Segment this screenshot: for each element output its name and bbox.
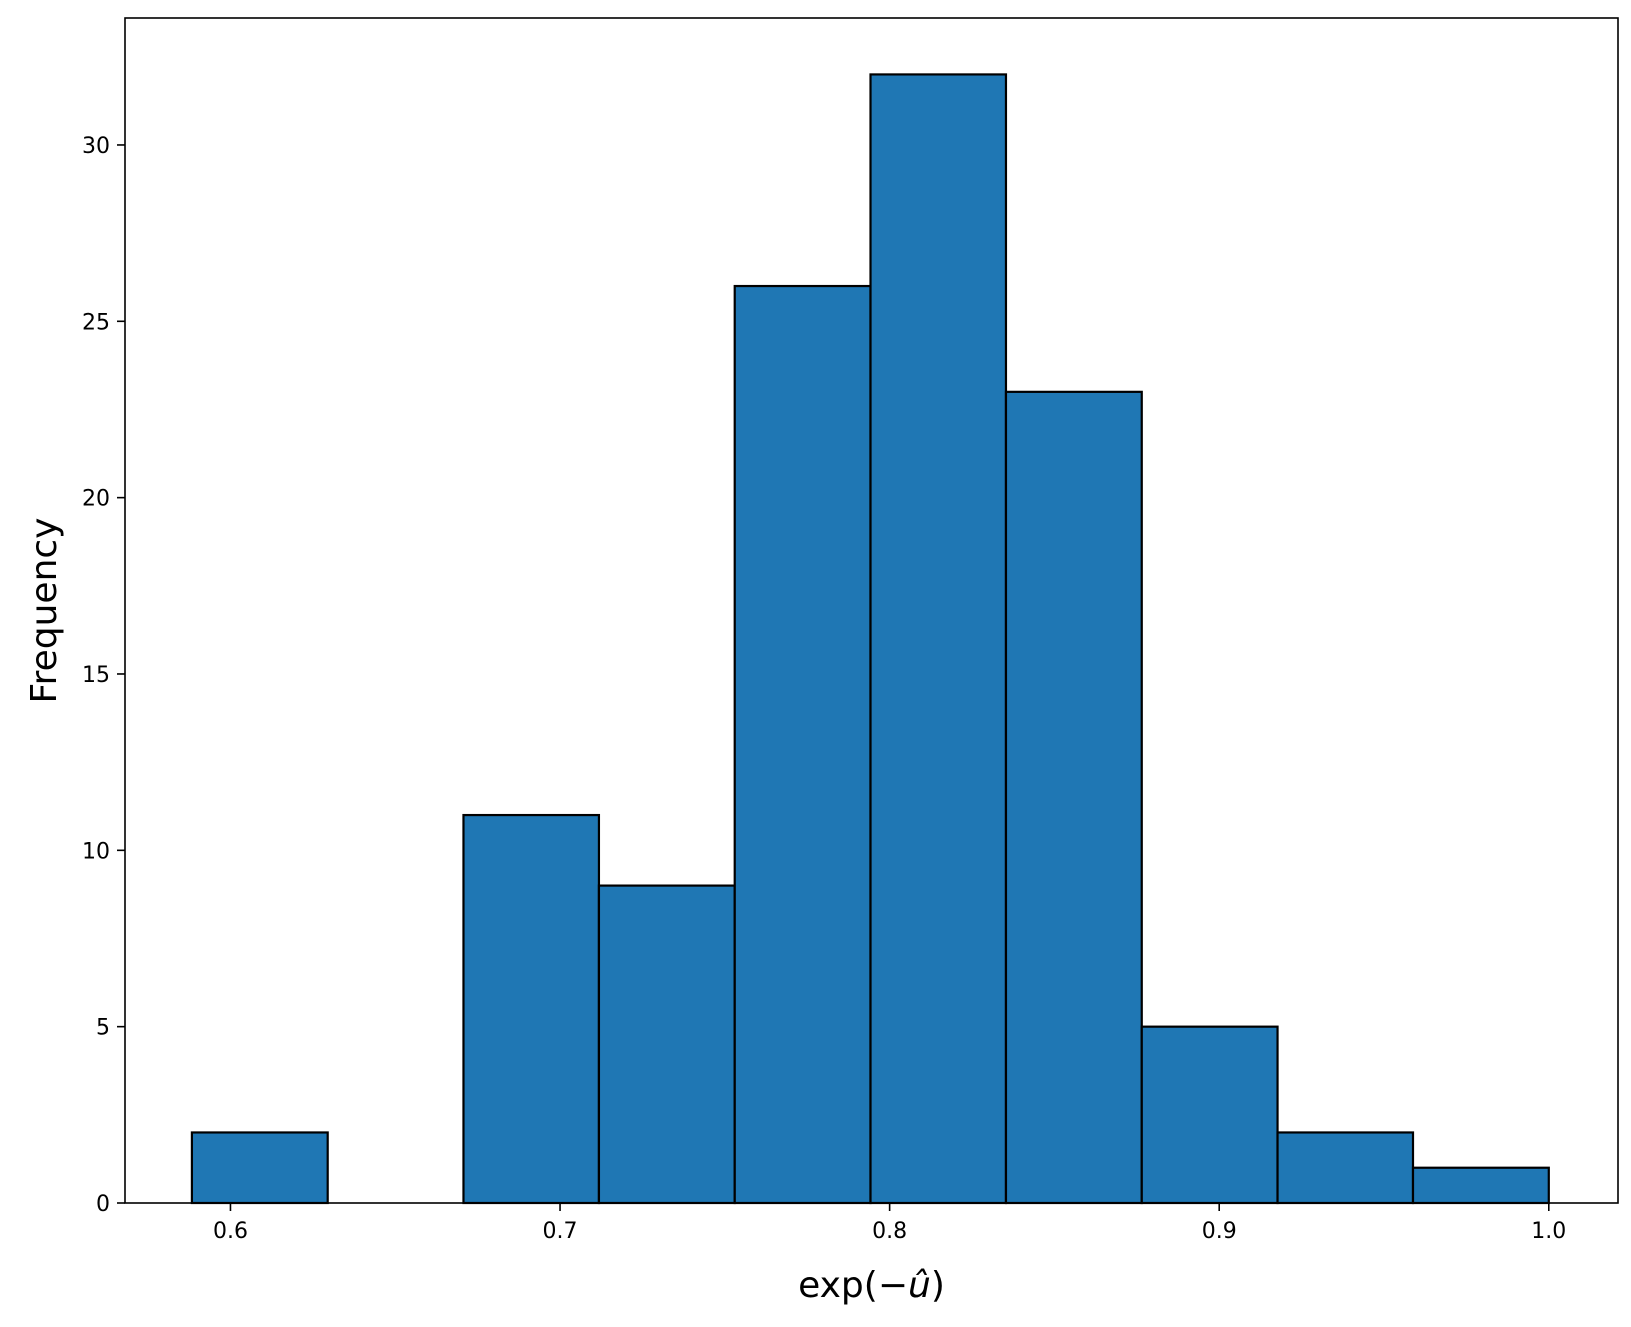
x-axis: 0.6 0.7 0.8 0.9 1.0 xyxy=(213,1203,1566,1244)
histogram-bar-4 xyxy=(733,284,872,1205)
x-axis-label-suffix: ) xyxy=(931,1265,945,1306)
y-axis-label: Frequency xyxy=(24,518,65,704)
y-tick-label: 0 xyxy=(96,1192,110,1217)
histogram-bar-3 xyxy=(597,884,736,1205)
x-tick-label: 0.8 xyxy=(872,1219,907,1244)
y-tick-label: 20 xyxy=(82,487,110,512)
x-axis-label: exp(−û) xyxy=(798,1265,945,1306)
bars-layer xyxy=(190,73,1550,1205)
histogram-bar-5 xyxy=(869,73,1008,1205)
histogram-bar-0 xyxy=(190,1131,329,1205)
histogram-bar-8 xyxy=(1276,1131,1415,1205)
x-tick-label: 0.9 xyxy=(1202,1219,1237,1244)
y-tick-label: 25 xyxy=(82,310,110,335)
y-tick-label: 5 xyxy=(96,1016,110,1041)
x-tick-label: 0.7 xyxy=(543,1219,578,1244)
x-axis-label-variable: û xyxy=(908,1265,931,1306)
x-tick-label: 0.6 xyxy=(213,1219,248,1244)
plot-frame xyxy=(124,17,1619,1204)
y-tick-label: 15 xyxy=(82,663,110,688)
histogram-bar-9 xyxy=(1411,1166,1550,1205)
y-tick-label: 30 xyxy=(82,134,110,159)
histogram-bar-2 xyxy=(462,813,601,1205)
x-tick-label: 1.0 xyxy=(1531,1219,1566,1244)
histogram-bar-6 xyxy=(1004,390,1143,1205)
histogram-bar-7 xyxy=(1140,1025,1279,1205)
y-tick-label: 10 xyxy=(82,839,110,864)
x-axis-label-prefix: exp(− xyxy=(798,1265,908,1306)
y-axis: 0 5 10 15 20 25 30 xyxy=(82,134,125,1217)
